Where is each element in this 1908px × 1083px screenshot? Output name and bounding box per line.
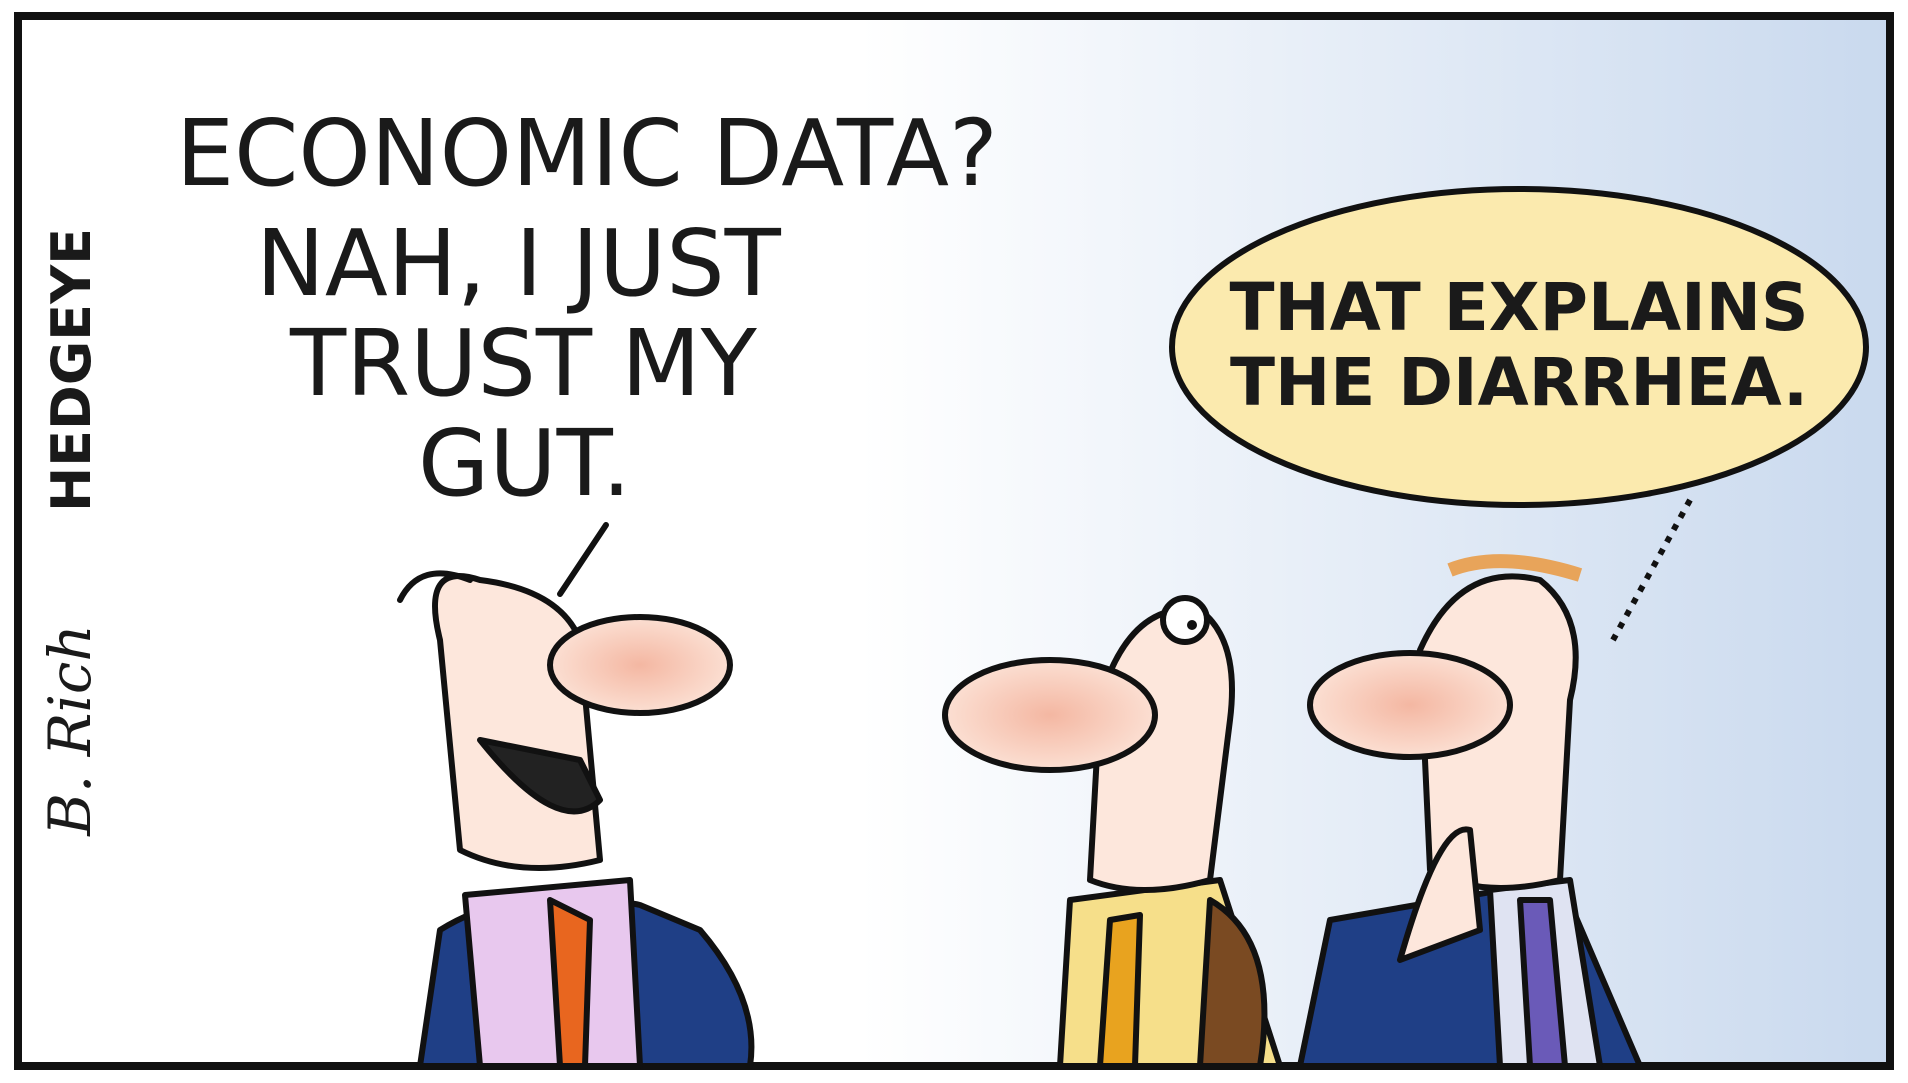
signature: B. Rich <box>36 624 104 837</box>
speech-line: ECONOMIC DATA? <box>176 100 998 207</box>
speech-line: THE DIARRHEA. <box>1230 344 1808 421</box>
speech-line: TRUST MY <box>289 310 758 417</box>
cartoon: HEDGEYE B. Rich ECONOMIC DATA? NAH, I JU… <box>0 0 1908 1083</box>
page: HEDGEYE B. Rich ECONOMIC DATA? NAH, I JU… <box>0 0 1908 1083</box>
speech-line: GUT. <box>418 410 631 517</box>
speech-line: THAT EXPLAINS <box>1229 269 1808 346</box>
brand: HEDGEYE <box>40 228 103 512</box>
speech-line: NAH, I JUST <box>256 210 782 317</box>
